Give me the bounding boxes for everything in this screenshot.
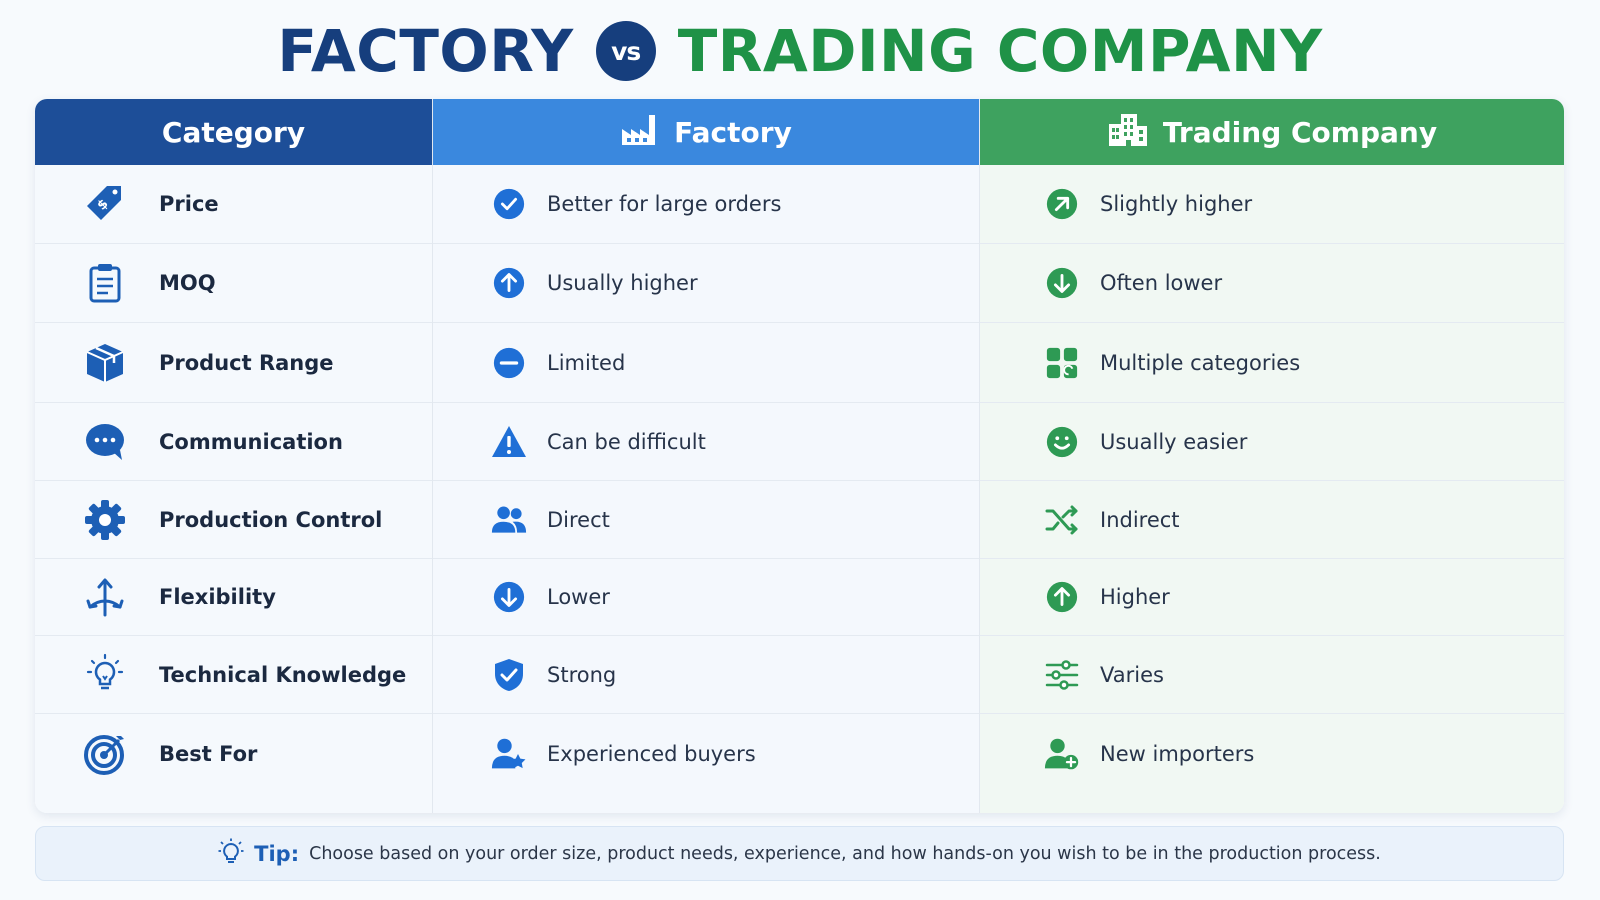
trading-value: Varies xyxy=(1100,662,1164,687)
category-header-label: Category xyxy=(161,115,306,149)
factory-cell: Better for large orders xyxy=(433,165,979,244)
category-cell: Communication xyxy=(35,403,432,481)
trading-column: Trading Company Slightly higher Often low… xyxy=(980,99,1564,813)
category-header: Category xyxy=(35,99,432,165)
lightbulb-icon xyxy=(83,653,127,697)
tip-banner: Tip: Choose based on your order size, pr… xyxy=(35,826,1564,881)
trading-cell: Indirect xyxy=(980,481,1564,559)
trading-value: Multiple categories xyxy=(1100,350,1301,375)
warning-icon xyxy=(491,424,527,460)
trading-value: Slightly higher xyxy=(1100,192,1253,216)
trading-header-label: Trading Company xyxy=(1162,115,1438,149)
category-label: Product Range xyxy=(159,350,334,375)
factory-cell: Experienced buyers xyxy=(433,714,979,793)
factory-value: Strong xyxy=(547,662,617,687)
minus-circle-icon xyxy=(491,345,527,381)
trading-value: Often lower xyxy=(1100,271,1223,295)
comparison-table: Category $ Price MOQ Product Range Communica… xyxy=(35,99,1564,813)
clipboard-icon xyxy=(83,261,127,305)
user-plus-icon xyxy=(1044,736,1080,772)
arrow-up-circle-icon xyxy=(1044,579,1080,615)
vs-badge: vs xyxy=(595,21,656,81)
trading-value: New importers xyxy=(1100,741,1255,766)
trading-value: Usually easier xyxy=(1100,429,1248,454)
chat-bubble-icon xyxy=(83,420,127,464)
trading-value: Indirect xyxy=(1100,507,1180,532)
category-cell: Best For xyxy=(35,714,432,793)
trading-cell: Varies xyxy=(980,636,1564,714)
factory-icon xyxy=(620,111,660,154)
category-cell: $ Price xyxy=(35,165,432,244)
arrow-up-right-circle-icon xyxy=(1044,186,1080,222)
trading-cell: Multiple categories xyxy=(980,323,1564,403)
smiley-icon xyxy=(1044,424,1080,460)
category-cell: Production Control xyxy=(35,481,432,559)
factory-value: Better for large orders xyxy=(547,192,782,216)
sliders-icon xyxy=(1044,657,1080,693)
category-cell: Product Range xyxy=(35,323,432,403)
people-icon xyxy=(491,502,527,538)
tip-text: Choose based on your order size, product… xyxy=(309,843,1381,864)
factory-value: Usually higher xyxy=(547,271,698,295)
category-label: Flexibility xyxy=(159,585,276,609)
arrow-down-circle-icon xyxy=(491,579,527,615)
title-factory: FACTORY xyxy=(277,17,574,85)
factory-value: Can be difficult xyxy=(547,429,706,454)
grid-categories-icon xyxy=(1044,345,1080,381)
tip-label: Tip: xyxy=(254,841,300,866)
split-arrows-icon xyxy=(83,575,127,619)
factory-cell: Strong xyxy=(433,636,979,714)
category-label: MOQ xyxy=(159,271,216,295)
category-cell: Technical Knowledge xyxy=(35,636,432,714)
factory-cell: Limited xyxy=(433,323,979,403)
trading-cell: Higher xyxy=(980,559,1564,636)
target-icon xyxy=(83,732,127,776)
trading-cell: Usually easier xyxy=(980,403,1564,481)
user-star-icon xyxy=(491,736,527,772)
factory-column: Factory Better for large orders Usually h… xyxy=(433,99,980,813)
trading-header: Trading Company xyxy=(980,99,1564,165)
factory-cell: Lower xyxy=(433,559,979,636)
factory-value: Limited xyxy=(547,350,626,375)
shield-check-icon xyxy=(491,657,527,693)
category-column: Category $ Price MOQ Product Range Communica… xyxy=(35,99,433,813)
category-cell: Flexibility xyxy=(35,559,432,636)
category-label: Best For xyxy=(159,741,258,766)
price-tag-icon: $ xyxy=(83,182,127,226)
factory-header: Factory xyxy=(433,99,979,165)
arrow-down-circle-icon xyxy=(1044,265,1080,301)
title-trading-company: TRADING COMPANY xyxy=(677,17,1323,85)
trading-cell: Slightly higher xyxy=(980,165,1564,244)
factory-cell: Direct xyxy=(433,481,979,559)
page-title: FACTORY vs TRADING COMPANY xyxy=(0,14,1600,88)
trading-cell: New importers xyxy=(980,714,1564,793)
box-icon xyxy=(83,341,127,385)
factory-value: Lower xyxy=(547,585,610,609)
gear-icon xyxy=(83,498,127,542)
category-label: Technical Knowledge xyxy=(159,662,407,687)
factory-cell: Usually higher xyxy=(433,244,979,323)
category-cell: MOQ xyxy=(35,244,432,323)
trading-cell: Often lower xyxy=(980,244,1564,323)
factory-header-label: Factory xyxy=(674,115,792,149)
factory-cell: Can be difficult xyxy=(433,403,979,481)
category-label: Production Control xyxy=(159,507,383,532)
category-label: Communication xyxy=(159,429,343,454)
check-circle-icon xyxy=(491,186,527,222)
category-label: Price xyxy=(159,192,219,216)
lightbulb-icon xyxy=(218,838,244,870)
factory-value: Direct xyxy=(547,507,610,532)
shuffle-icon xyxy=(1044,502,1080,538)
arrow-up-circle-icon xyxy=(491,265,527,301)
factory-value: Experienced buyers xyxy=(547,741,756,766)
trading-value: Higher xyxy=(1100,585,1170,609)
building-icon xyxy=(1107,110,1149,155)
